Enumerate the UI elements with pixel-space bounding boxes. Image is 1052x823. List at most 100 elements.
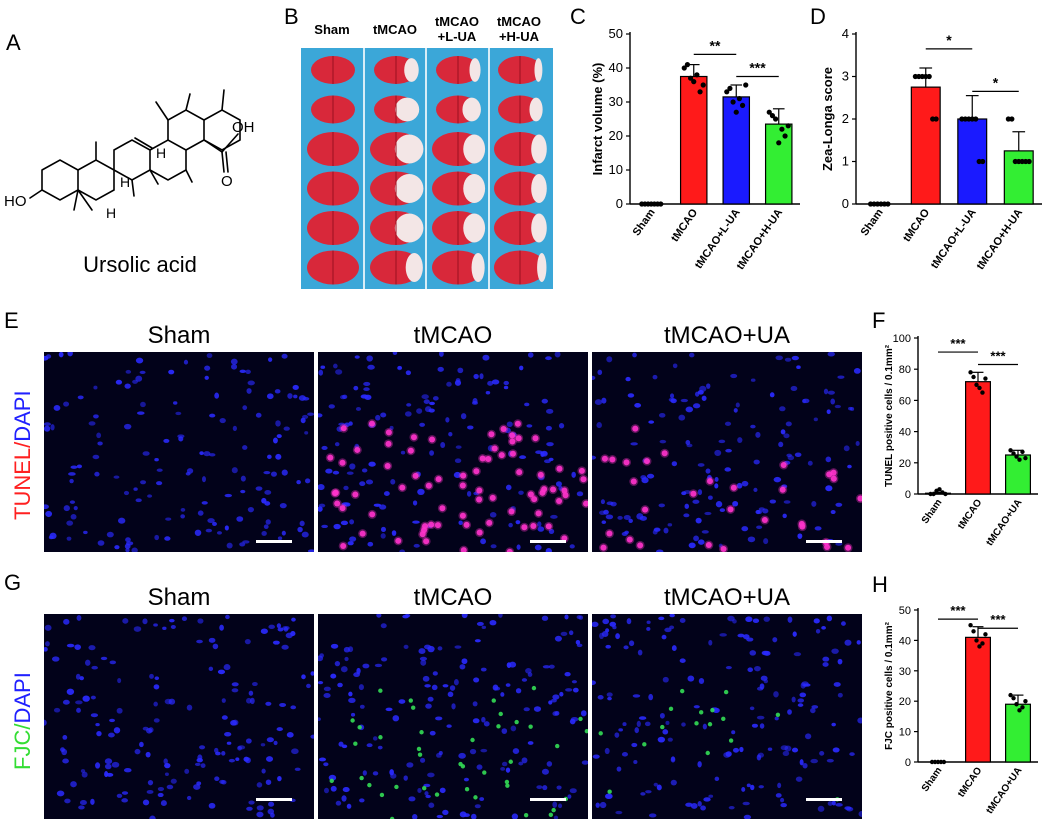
y-axis-label: FJC positive cells / 0.1mm² <box>884 621 895 749</box>
brain-slice <box>374 95 420 124</box>
data-point <box>980 158 986 165</box>
data-point <box>973 116 979 122</box>
data-point <box>687 75 694 81</box>
data-point <box>974 382 979 387</box>
x-tick-label: tMCAO <box>956 765 985 799</box>
data-point <box>971 629 976 634</box>
oh-acid-label: OH <box>232 119 255 136</box>
chart-fjc-positive-cells: FJC positive cells / 0.1mm² 0 10 20 30 40 50 Sh… <box>884 603 1038 816</box>
x-tick-label: Sham <box>631 207 658 239</box>
slice-column-header: +H-UA <box>499 29 540 44</box>
e-title-tmcao-ua: tMCAO+UA <box>663 322 791 349</box>
y-tick-label: 0 <box>842 196 849 211</box>
data-point <box>1008 448 1013 453</box>
significance-label: *** <box>990 612 1006 627</box>
brain-slices-svg <box>307 48 547 289</box>
compound-name: Ursolic acid <box>83 252 197 277</box>
brain-slice <box>432 171 486 206</box>
data-point <box>700 82 706 88</box>
data-point <box>1011 695 1016 701</box>
panel-letter-c: C <box>570 4 586 29</box>
data-point <box>983 376 988 381</box>
brain-slice <box>374 56 419 84</box>
tunel-image-sham <box>44 352 314 552</box>
slice-column-header: tMCAO <box>373 22 417 37</box>
y-tick-label: 0 <box>905 757 911 769</box>
significance-label: * <box>993 74 999 90</box>
brain-slice <box>311 95 355 124</box>
g-stain-fjc: FJC <box>10 729 35 770</box>
data-point <box>776 140 782 146</box>
brain-slice <box>370 211 424 245</box>
x-tick-label: tMCAO+UA <box>984 765 1024 816</box>
data-point <box>772 116 779 122</box>
panel-letter-b: B <box>284 4 299 29</box>
x-tick-label: Sham <box>859 207 886 239</box>
data-point <box>724 89 730 95</box>
data-point <box>943 491 948 497</box>
e-stain-tunel: TUNEL <box>10 447 35 520</box>
data-point <box>766 109 772 115</box>
bar <box>1004 703 1031 763</box>
y-tick-label: 50 <box>609 26 623 41</box>
y-tick-label: 30 <box>899 666 911 678</box>
data-point <box>684 62 691 68</box>
data-point <box>941 759 947 765</box>
data-point <box>691 79 697 85</box>
e-title-sham: Sham <box>147 322 211 349</box>
brain-slice <box>498 95 543 124</box>
data-point <box>980 641 985 646</box>
y-tick-label: 3 <box>842 69 849 84</box>
y-axis-label: Infarct volume (%) <box>590 63 605 176</box>
fjc-image-tmcao <box>318 614 588 819</box>
chart-zea-longa-score: Zea-Longa score 0 1 2 3 4 Sham tMCAOtMCAO+L-UAt… <box>822 26 1042 272</box>
brain-slice <box>494 211 547 245</box>
h-label-1: H <box>156 145 166 161</box>
data-point <box>968 370 973 375</box>
brain-slice <box>307 132 359 166</box>
significance-label: * <box>946 32 952 48</box>
slice-column-header: Sham <box>314 22 349 37</box>
tunel-image-tmcao-ua <box>592 352 862 552</box>
x-tick-label: tMCAO+H-UA <box>735 207 786 272</box>
x-tick-label: tMCAO <box>901 206 932 244</box>
data-point <box>1014 702 1019 707</box>
data-point <box>1017 708 1022 713</box>
significance-label: *** <box>749 60 766 76</box>
brain-slice <box>432 132 486 166</box>
y-tick-label: 10 <box>899 727 911 739</box>
brain-slice <box>307 171 359 206</box>
g-title-tmcao: tMCAO <box>413 584 493 611</box>
chart-tunel-positive-cells: TUNEL positive cells / 0.1mm² 0 20 40 60 80 10… <box>884 333 1038 548</box>
data-point <box>779 126 785 132</box>
data-point <box>1017 457 1022 462</box>
data-point <box>968 623 973 628</box>
brain-slice <box>370 132 424 166</box>
x-tick-label: tMCAO+UA <box>984 497 1024 548</box>
data-point <box>977 644 982 649</box>
slice-column-header: tMCAO <box>435 14 479 29</box>
data-point <box>926 73 932 80</box>
fjc-image-tmcao-ua <box>592 614 862 819</box>
data-point <box>697 89 703 95</box>
data-point <box>785 123 791 129</box>
ursolic-acid-structure: OH O HO H H H Ursolic acid <box>4 89 255 277</box>
y-tick-label: 40 <box>609 60 623 75</box>
data-point <box>743 82 749 88</box>
y-tick-label: 50 <box>899 605 911 617</box>
brain-slice <box>370 171 424 206</box>
fjc-image-sham <box>44 614 314 819</box>
o-acid-label: O <box>221 173 233 190</box>
ho-label: HO <box>4 193 27 210</box>
data-point <box>977 385 982 391</box>
x-tick-label: tMCAO+H-UA <box>975 207 1026 272</box>
brain-slice <box>311 56 355 84</box>
data-point <box>681 65 687 71</box>
bar <box>764 123 793 205</box>
data-point <box>730 99 736 105</box>
e-title-tmcao: tMCAO <box>413 322 493 349</box>
scale-bar <box>256 540 292 543</box>
panel-letter-f: F <box>872 308 886 333</box>
data-point <box>971 374 976 380</box>
data-point <box>983 632 988 637</box>
